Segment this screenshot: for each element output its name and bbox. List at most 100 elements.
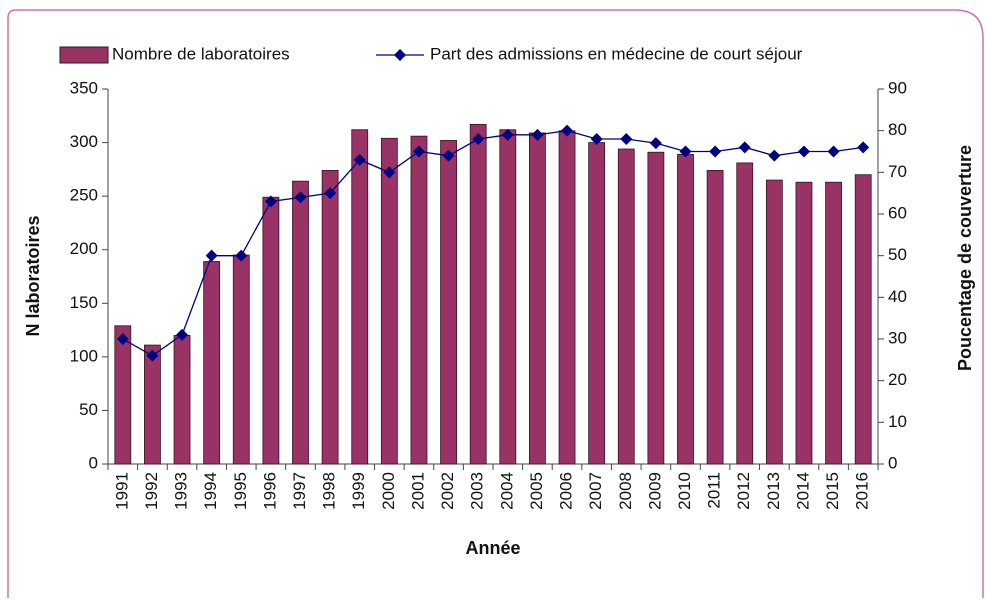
bar: [292, 180, 309, 465]
marker: [116, 333, 129, 345]
x-tick-label: 2005: [527, 472, 546, 510]
bar: [203, 261, 221, 465]
legend-label: Nombre de laboratoires: [112, 44, 290, 63]
x-tick-label: 2011: [705, 472, 724, 509]
marker: [264, 195, 277, 208]
marker: [827, 145, 840, 158]
bar: [114, 325, 132, 465]
y2-tick-label: 80: [888, 120, 907, 139]
x-tick-label: 1997: [290, 472, 309, 510]
marker: [205, 249, 218, 262]
bar: [499, 129, 517, 465]
y2-axis-title: Poucentage de couverture: [955, 145, 975, 371]
marker: [501, 128, 514, 141]
marker: [472, 133, 485, 145]
y-tick-label: 50: [79, 400, 98, 419]
marker: [531, 128, 544, 141]
marker: [412, 145, 425, 158]
y-axis-title: N laboratoires: [23, 215, 43, 336]
marker: [561, 124, 574, 137]
y-tick-label: 200: [70, 239, 98, 258]
y-tick-label: 300: [70, 132, 98, 151]
y-tick-label: 250: [70, 186, 98, 205]
marker: [709, 145, 722, 158]
bar: [677, 153, 694, 465]
y2-tick-label: 30: [888, 328, 907, 347]
bar: [765, 179, 783, 465]
bar: [736, 162, 754, 465]
marker: [442, 149, 455, 162]
x-tick-label: 1995: [231, 472, 250, 510]
x-tick-label: 2016: [853, 472, 872, 510]
marker: [235, 249, 248, 262]
bar: [854, 174, 872, 465]
bar: [380, 137, 398, 465]
x-tick-label: 2009: [645, 472, 664, 510]
bar: [232, 254, 250, 465]
x-tick-label: 2008: [616, 472, 635, 510]
y2-tick-label: 50: [888, 245, 907, 264]
y2-tick-label: 10: [888, 412, 907, 431]
x-tick-label: 2012: [734, 472, 753, 510]
legend-marker: [394, 49, 406, 61]
x-tick-label: 2004: [497, 472, 516, 510]
marker: [620, 133, 633, 145]
marker: [324, 187, 337, 200]
marker: [738, 141, 751, 154]
bar: [262, 196, 280, 465]
marker: [768, 149, 781, 162]
marker: [679, 145, 692, 158]
x-tick-label: 2014: [793, 472, 812, 510]
x-tick-label: 1999: [349, 472, 368, 510]
y2-tick-label: 0: [888, 453, 897, 472]
y-tick-label: 350: [70, 78, 98, 97]
y-tick-label: 0: [89, 453, 98, 472]
bar: [469, 123, 487, 465]
marker: [797, 145, 810, 158]
legend-swatch: [59, 46, 109, 64]
x-axis-title: Année: [465, 538, 520, 558]
bar: [825, 181, 842, 465]
marker: [649, 137, 662, 150]
y2-tick-label: 60: [888, 203, 907, 222]
x-tick-label: 1992: [142, 472, 161, 510]
x-tick-label: 2001: [408, 472, 427, 510]
bar: [588, 142, 606, 465]
x-tick-label: 1993: [172, 472, 191, 510]
marker: [383, 166, 396, 179]
bar: [795, 181, 813, 465]
bar: [321, 170, 339, 465]
x-tick-label: 2003: [468, 472, 487, 510]
x-tick-label: 2000: [379, 472, 398, 510]
x-tick-label: 2007: [586, 472, 605, 510]
y2-tick-label: 90: [888, 78, 907, 97]
marker: [176, 328, 189, 341]
frame: [7, 9, 984, 598]
marker: [590, 133, 603, 145]
bar: [144, 344, 161, 465]
bar: [173, 335, 191, 465]
bar: [558, 130, 576, 465]
y-tick-label: 150: [70, 293, 98, 312]
bar: [529, 132, 546, 465]
bar: [647, 151, 665, 465]
y2-tick-label: 20: [888, 370, 907, 389]
x-tick-label: 2002: [438, 472, 457, 510]
x-tick-label: 2013: [764, 472, 783, 510]
x-tick-label: 1994: [201, 472, 220, 510]
bar: [706, 170, 724, 465]
legend-label: Part des admissions en médecine de court…: [430, 44, 803, 63]
y2-tick-label: 70: [888, 162, 907, 181]
marker: [857, 141, 870, 154]
x-tick-label: 2006: [557, 472, 576, 510]
bar: [410, 135, 428, 465]
bar: [617, 148, 635, 465]
bar: [440, 140, 457, 465]
y2-tick-label: 40: [888, 287, 907, 306]
x-tick-label: 1998: [320, 472, 339, 510]
x-tick-label: 1996: [260, 472, 279, 510]
y-tick-label: 100: [70, 346, 98, 365]
marker: [353, 153, 366, 166]
marker: [146, 349, 159, 362]
